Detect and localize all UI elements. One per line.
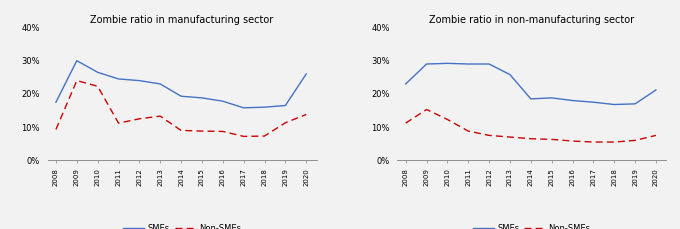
Legend: SMEs, Non-SMEs: SMEs, Non-SMEs — [470, 220, 594, 229]
Title: Zombie ratio in non-manufacturing sector: Zombie ratio in non-manufacturing sector — [429, 15, 634, 25]
Legend: SMEs, Non-SMEs: SMEs, Non-SMEs — [120, 220, 244, 229]
Title: Zombie ratio in manufacturing sector: Zombie ratio in manufacturing sector — [90, 15, 274, 25]
